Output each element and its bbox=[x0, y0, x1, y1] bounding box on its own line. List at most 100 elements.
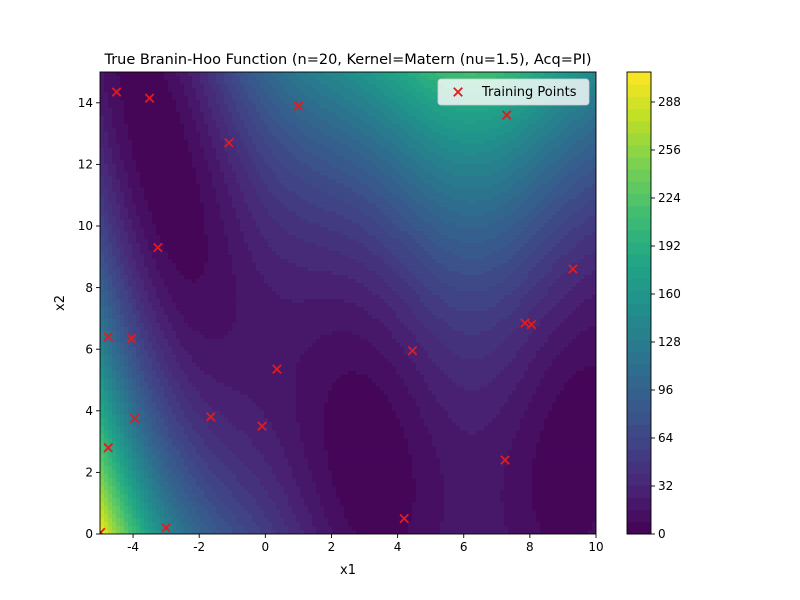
heatmap-cell bbox=[176, 156, 181, 161]
heatmap-cell bbox=[412, 144, 417, 149]
heatmap-cell bbox=[576, 148, 581, 153]
heatmap-cell bbox=[432, 84, 437, 89]
heatmap-cell bbox=[524, 72, 529, 77]
heatmap-cell bbox=[444, 215, 449, 220]
heatmap-cell bbox=[372, 203, 377, 208]
heatmap-cell bbox=[116, 164, 121, 169]
heatmap-cell bbox=[104, 172, 109, 177]
heatmap-cell bbox=[348, 76, 353, 81]
heatmap-cell bbox=[352, 84, 357, 89]
heatmap-cell bbox=[452, 120, 457, 125]
heatmap-cell bbox=[388, 108, 393, 113]
heatmap-cell bbox=[448, 112, 453, 117]
heatmap-cell bbox=[344, 188, 349, 193]
heatmap-cell bbox=[260, 96, 265, 101]
heatmap-cell bbox=[120, 164, 125, 169]
heatmap-cell bbox=[540, 120, 545, 125]
heatmap-cell bbox=[276, 80, 281, 85]
heatmap-cell bbox=[248, 80, 253, 85]
heatmap-cell bbox=[280, 124, 285, 129]
heatmap-cell bbox=[128, 108, 133, 113]
heatmap-cell bbox=[284, 164, 289, 169]
heatmap-cell bbox=[128, 128, 133, 133]
heatmap-cell bbox=[536, 191, 541, 196]
heatmap-cell bbox=[380, 112, 385, 117]
heatmap-cell bbox=[360, 227, 365, 232]
heatmap-cell bbox=[568, 227, 573, 232]
heatmap-cell bbox=[400, 96, 405, 101]
heatmap-cell bbox=[136, 211, 141, 216]
heatmap-cell bbox=[276, 191, 281, 196]
heatmap-cell bbox=[496, 140, 501, 145]
heatmap-cell bbox=[300, 207, 305, 212]
heatmap-cell bbox=[160, 72, 165, 77]
heatmap-cell bbox=[272, 84, 277, 89]
heatmap-cell bbox=[420, 188, 425, 193]
heatmap-cell bbox=[364, 188, 369, 193]
heatmap-cell bbox=[416, 92, 421, 97]
heatmap-cell bbox=[412, 120, 417, 125]
heatmap-cell bbox=[336, 92, 341, 97]
heatmap-cell bbox=[496, 195, 501, 200]
heatmap-cell bbox=[528, 172, 533, 177]
heatmap-cell bbox=[292, 191, 297, 196]
heatmap-cell bbox=[336, 223, 341, 228]
heatmap-cell bbox=[432, 180, 437, 185]
heatmap-cell bbox=[420, 104, 425, 109]
heatmap-cell bbox=[404, 191, 409, 196]
heatmap-cell bbox=[588, 108, 593, 113]
heatmap-cell bbox=[108, 231, 113, 236]
heatmap-cell bbox=[364, 203, 369, 208]
heatmap-cell bbox=[584, 120, 589, 125]
heatmap-cell bbox=[284, 160, 289, 165]
heatmap-cell bbox=[216, 128, 221, 133]
heatmap-cell bbox=[388, 195, 393, 200]
heatmap-cell bbox=[284, 172, 289, 177]
heatmap-cell bbox=[388, 164, 393, 169]
heatmap-cell bbox=[148, 148, 153, 153]
heatmap-cell bbox=[396, 88, 401, 93]
heatmap-cell bbox=[168, 92, 173, 97]
heatmap-cell bbox=[412, 215, 417, 220]
heatmap-cell bbox=[488, 191, 493, 196]
heatmap-cell bbox=[452, 160, 457, 165]
heatmap-cell bbox=[132, 188, 137, 193]
heatmap-cell bbox=[212, 100, 217, 105]
heatmap-cell bbox=[444, 176, 449, 181]
heatmap-cell bbox=[416, 128, 421, 133]
heatmap-cell bbox=[264, 172, 269, 177]
heatmap-cell bbox=[200, 188, 205, 193]
heatmap-cell bbox=[112, 72, 117, 77]
heatmap-cell bbox=[508, 136, 513, 141]
heatmap-cell bbox=[308, 124, 313, 129]
heatmap-cell bbox=[524, 227, 529, 232]
heatmap-cell bbox=[500, 140, 505, 145]
heatmap-cell bbox=[216, 100, 221, 105]
heatmap-cell bbox=[532, 160, 537, 165]
heatmap-cell bbox=[236, 140, 241, 145]
heatmap-cell bbox=[472, 112, 477, 117]
heatmap-cell bbox=[168, 215, 173, 220]
heatmap-cell bbox=[368, 191, 373, 196]
heatmap-cell bbox=[200, 203, 205, 208]
heatmap-cell bbox=[552, 195, 557, 200]
heatmap-cell bbox=[548, 227, 553, 232]
heatmap-cell bbox=[236, 88, 241, 93]
heatmap-cell bbox=[460, 160, 465, 165]
heatmap-cell bbox=[400, 120, 405, 125]
heatmap-cell bbox=[380, 108, 385, 113]
heatmap-cell bbox=[344, 172, 349, 177]
heatmap-cell bbox=[372, 116, 377, 121]
heatmap-cell bbox=[532, 116, 537, 121]
heatmap-cell bbox=[352, 215, 357, 220]
heatmap-cell bbox=[160, 195, 165, 200]
heatmap-cell bbox=[240, 120, 245, 125]
heatmap-cell bbox=[268, 72, 273, 77]
heatmap-cell bbox=[468, 227, 473, 232]
heatmap-cell bbox=[528, 144, 533, 149]
heatmap-cell bbox=[168, 84, 173, 89]
heatmap-cell bbox=[344, 207, 349, 212]
heatmap-cell bbox=[168, 160, 173, 165]
heatmap-cell bbox=[112, 203, 117, 208]
heatmap-cell bbox=[552, 120, 557, 125]
